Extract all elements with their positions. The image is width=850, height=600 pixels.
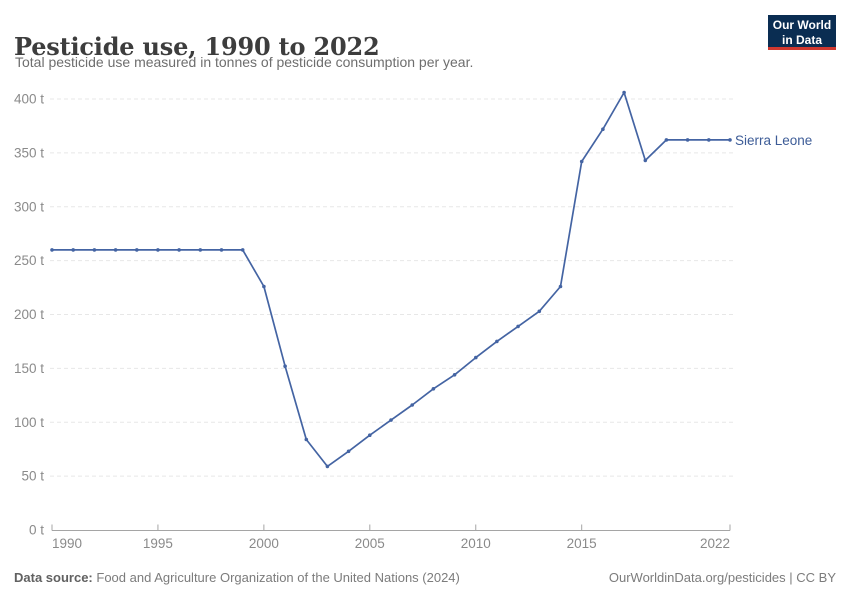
data-source-note: Data source: Food and Agriculture Organi… [14, 570, 460, 585]
y-tick-label: 150 t [14, 361, 44, 376]
x-tick-label: 1995 [143, 536, 173, 551]
data-point-2012[interactable] [516, 324, 520, 329]
data-point-1999[interactable] [240, 248, 245, 252]
data-point-2015[interactable] [579, 159, 584, 164]
owid-logo[interactable]: Our World in Data [768, 15, 836, 50]
data-point-2001[interactable] [283, 364, 287, 369]
x-tick-label: 2010 [461, 536, 491, 551]
page-title: Pesticide use, 1990 to 2022 [14, 32, 380, 62]
x-tick-label: 2022 [700, 536, 730, 551]
data-point-1995[interactable] [156, 248, 160, 252]
data-point-1991[interactable] [71, 248, 75, 252]
data-point-2017[interactable] [622, 90, 626, 95]
data-point-2018[interactable] [643, 158, 648, 163]
data-point-1990[interactable] [50, 248, 54, 252]
data-point-2020[interactable] [685, 138, 690, 142]
x-tick-label: 2000 [249, 536, 279, 551]
data-point-2014[interactable] [558, 284, 563, 289]
y-tick-label: 0 t [29, 523, 44, 538]
y-tick-label: 350 t [14, 145, 44, 160]
data-point-1997[interactable] [198, 248, 203, 252]
data-point-2021[interactable] [707, 138, 711, 142]
data-source-text: Food and Agriculture Organization of the… [96, 570, 460, 585]
data-point-1994[interactable] [135, 248, 139, 252]
y-tick-label: 250 t [14, 253, 44, 268]
owid-credit-link[interactable]: OurWorldinData.org/pesticides | CC BY [608, 570, 836, 585]
data-point-1992[interactable] [92, 248, 97, 252]
data-point-2013[interactable] [537, 309, 542, 314]
y-tick-label: 300 t [14, 199, 44, 214]
data-source-label: Data source: [14, 570, 93, 585]
series-line-sierra-leone[interactable] [51, 91, 731, 468]
data-point-2003[interactable] [325, 464, 330, 469]
data-point-2010[interactable] [474, 355, 478, 360]
data-point-2000[interactable] [262, 284, 266, 289]
owid-logo-line1: Our World [772, 18, 832, 32]
data-point-2004[interactable] [346, 449, 351, 454]
x-tick-label: 2015 [567, 536, 597, 551]
y-tick-label: 400 t [14, 92, 44, 107]
data-point-2019[interactable] [664, 138, 669, 142]
series-label-sierra-leone[interactable]: Sierra Leone [735, 133, 813, 148]
data-point-1996[interactable] [177, 248, 181, 252]
chart-subtitle: Total pesticide use measured in tonnes o… [15, 54, 474, 70]
x-tick-label: 1990 [52, 536, 82, 551]
data-point-2008[interactable] [431, 387, 436, 391]
data-point-1998[interactable] [219, 248, 224, 252]
data-point-2005[interactable] [368, 433, 372, 438]
y-tick-label: 200 t [14, 307, 44, 322]
y-tick-label: 50 t [21, 469, 44, 484]
data-point-2022[interactable] [728, 138, 732, 142]
data-point-2002[interactable] [304, 437, 309, 442]
owid-logo-line2: in Data [781, 32, 822, 47]
data-point-2006[interactable] [389, 418, 393, 422]
y-tick-label: 100 t [14, 415, 44, 430]
data-point-1993[interactable] [113, 248, 118, 252]
data-point-2011[interactable] [495, 339, 499, 344]
data-point-2009[interactable] [452, 373, 457, 377]
data-point-2016[interactable] [601, 127, 605, 131]
x-tick-label: 2005 [355, 536, 385, 551]
data-point-2007[interactable] [410, 403, 415, 407]
